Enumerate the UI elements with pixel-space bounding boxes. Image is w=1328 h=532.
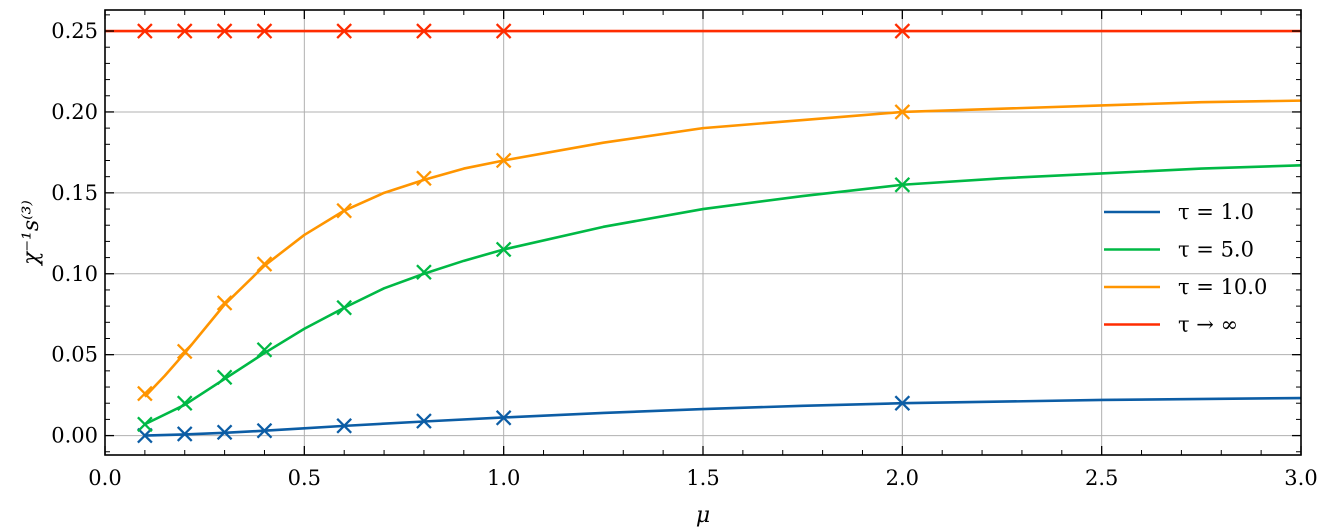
data-point-marker <box>137 385 153 402</box>
x-tick-label: 2.5 <box>1085 466 1118 490</box>
x-tick-label: 0.0 <box>88 466 121 490</box>
y-tick-label: 0.25 <box>51 19 98 43</box>
legend: τ = 1.0 τ = 5.0 τ = 10.0 τ → ∞ <box>1104 200 1267 337</box>
data-point-marker <box>256 256 273 272</box>
x-tick-label: 2.0 <box>886 466 919 490</box>
x-tick-label: 3.0 <box>1284 466 1317 490</box>
y-tick-label: 0.00 <box>51 424 98 448</box>
data-point-marker <box>416 23 432 39</box>
data-point-marker <box>216 295 233 311</box>
legend-label: τ = 1.0 <box>1178 200 1254 224</box>
data-point-marker <box>137 23 153 39</box>
data-point-marker <box>894 395 911 412</box>
data-point-marker <box>336 418 353 434</box>
data-point-marker <box>894 104 911 120</box>
y-axis-label: χ⁻¹s⁽³⁾ <box>19 200 44 267</box>
legend-label: τ = 5.0 <box>1178 238 1254 262</box>
data-point-marker <box>216 424 233 441</box>
series-1 <box>137 164 1301 433</box>
x-tick-label: 0.5 <box>288 466 321 490</box>
legend-item: τ → ∞ <box>1104 313 1238 337</box>
data-point-marker <box>495 23 512 39</box>
legend-item: τ = 10.0 <box>1104 275 1267 299</box>
data-point-marker <box>336 299 353 316</box>
y-tick-label: 0.05 <box>51 343 98 367</box>
data-point-marker <box>216 369 233 386</box>
data-point-marker <box>216 23 233 39</box>
data-point-marker <box>256 422 273 439</box>
data-point-marker <box>894 176 911 193</box>
data-point-marker <box>176 23 193 39</box>
data-point-marker <box>336 202 353 219</box>
y-tick-label: 0.10 <box>51 262 98 286</box>
data-point-marker <box>176 343 193 360</box>
data-point-marker <box>495 409 512 426</box>
legend-label: τ → ∞ <box>1178 313 1238 337</box>
data-point-marker <box>336 23 353 39</box>
axis-ticks <box>104 10 1302 455</box>
series-3 <box>105 23 1301 39</box>
plot-series <box>105 23 1301 444</box>
x-axis-label: μ <box>696 503 710 528</box>
y-tick-label: 0.15 <box>51 181 98 205</box>
data-point-marker <box>256 23 273 39</box>
data-point-marker <box>176 426 193 442</box>
data-point-marker <box>416 413 432 429</box>
series-line <box>144 396 1301 437</box>
data-point-marker <box>495 152 512 169</box>
series-2 <box>137 99 1301 402</box>
grid <box>105 10 1301 455</box>
data-point-marker <box>137 416 153 433</box>
tick-labels: 0.0 0.5 1.0 1.5 2.0 2.5 3.0 0.00 0.05 0.10 0.15 0.2… <box>51 19 1317 490</box>
series-line <box>144 164 1301 426</box>
data-point-marker <box>176 395 193 412</box>
data-point-marker <box>256 342 273 358</box>
x-tick-label: 1.0 <box>487 466 520 490</box>
legend-item: τ = 1.0 <box>1104 200 1254 224</box>
data-point-marker <box>416 264 432 280</box>
data-point-marker <box>495 241 512 258</box>
legend-item: τ = 5.0 <box>1104 238 1254 262</box>
data-point-marker <box>894 23 911 39</box>
series-0 <box>137 395 1301 444</box>
y-tick-label: 0.20 <box>51 100 98 124</box>
data-point-marker <box>416 170 432 187</box>
x-tick-label: 1.5 <box>686 466 719 490</box>
legend-label: τ = 10.0 <box>1178 275 1267 299</box>
data-point-marker <box>137 427 153 444</box>
